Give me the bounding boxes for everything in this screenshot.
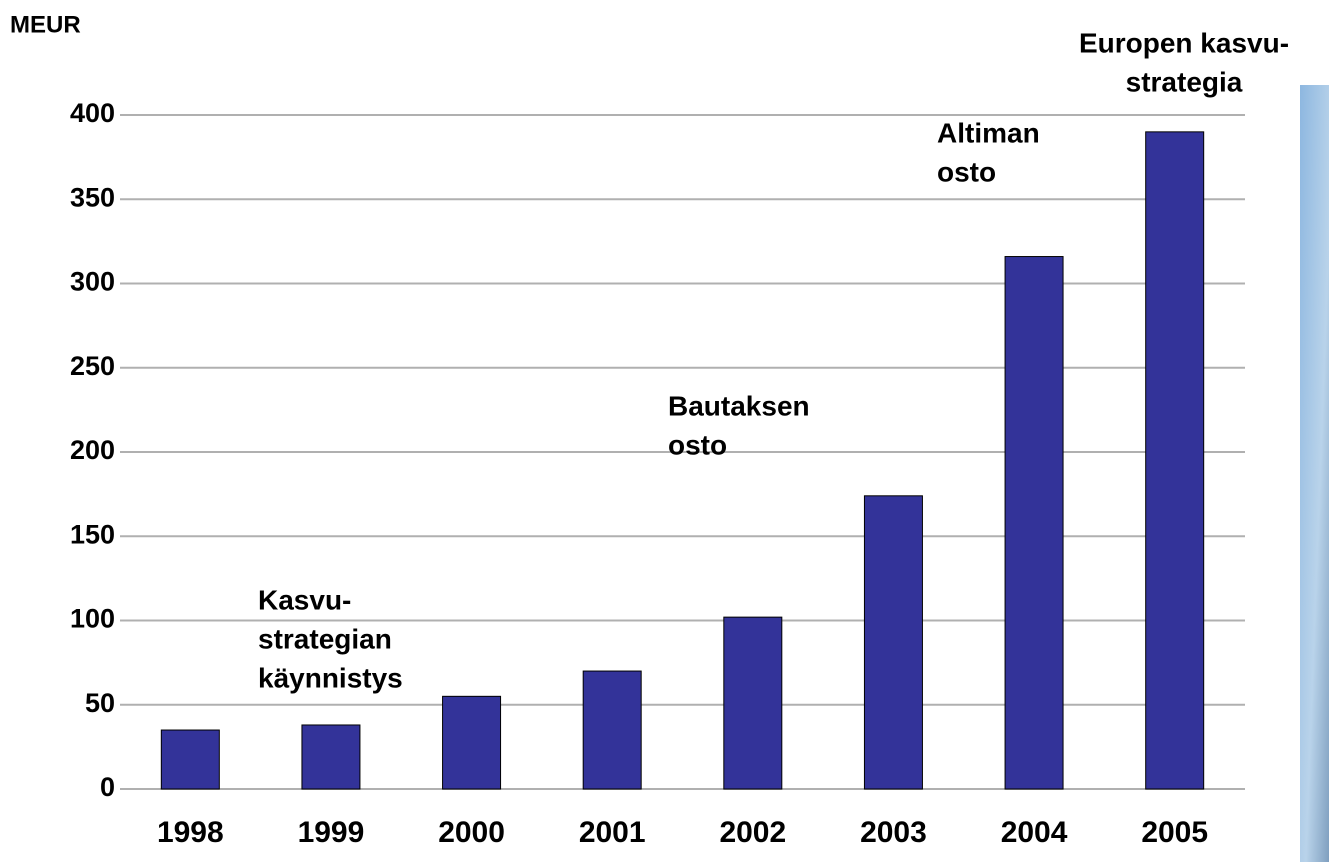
x-tick-label: 1998 <box>157 816 224 849</box>
y-tick-label: 0 <box>100 772 115 802</box>
y-tick-label: 50 <box>85 688 115 718</box>
x-tick-label: 2005 <box>1141 816 1208 849</box>
bar <box>301 724 361 790</box>
annotation: osto <box>668 429 727 460</box>
annotation: Altiman <box>937 117 1040 148</box>
y-axis-label: MEUR <box>10 11 81 38</box>
bar <box>723 616 783 790</box>
bar <box>160 729 220 790</box>
y-tick-label: 250 <box>70 351 115 381</box>
bar <box>863 495 923 790</box>
annotation: Kasvu- <box>258 584 351 615</box>
x-tick-label: 2003 <box>860 816 927 849</box>
annotation: strategian <box>258 623 392 654</box>
x-tick-label: 2004 <box>1001 816 1068 849</box>
annotation: Europen kasvu- <box>1079 27 1289 58</box>
bar <box>1145 131 1205 790</box>
annotation: osto <box>937 156 996 187</box>
y-tick-label: 400 <box>70 98 115 128</box>
annotation: käynnistys <box>258 662 403 693</box>
x-tick-label: 2000 <box>438 816 505 849</box>
y-tick-label: 350 <box>70 182 115 212</box>
annotation: strategia <box>1126 66 1243 97</box>
y-tick-label: 150 <box>70 519 115 549</box>
bar <box>582 670 642 790</box>
bar <box>442 695 502 790</box>
y-tick-label: 100 <box>70 604 115 634</box>
annotation: Bautaksen <box>668 390 810 421</box>
x-tick-label: 2002 <box>719 816 786 849</box>
x-tick-label: 2001 <box>579 816 646 849</box>
decor-strip <box>1300 85 1329 862</box>
y-tick-label: 300 <box>70 267 115 297</box>
y-tick-label: 200 <box>70 435 115 465</box>
bar <box>1004 256 1064 790</box>
x-tick-label: 1999 <box>298 816 365 849</box>
